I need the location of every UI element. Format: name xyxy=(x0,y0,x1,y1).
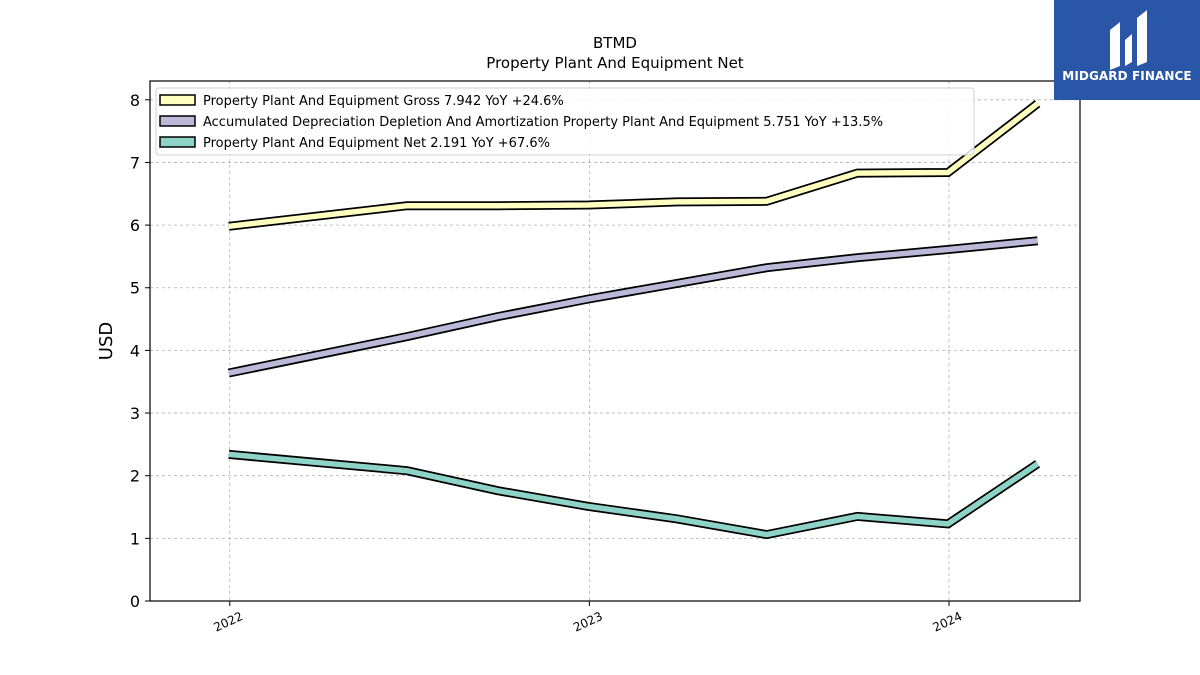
y-tick-label: 5 xyxy=(130,279,140,298)
legend-swatch xyxy=(159,94,196,106)
legend-entry: Property Plant And Equipment Gross 7.942… xyxy=(203,94,564,109)
y-tick-label: 6 xyxy=(130,216,140,235)
y-tick-label: 1 xyxy=(130,529,140,548)
y-axis-label: USD xyxy=(96,322,117,360)
series-line-outline xyxy=(227,236,1039,378)
logo-mark-icon xyxy=(1110,10,1147,70)
midgard-finance-logo: MIDGARD FINANCE xyxy=(1054,0,1200,100)
y-tick-label: 7 xyxy=(130,153,140,172)
series-layer xyxy=(227,100,1041,540)
legend: Property Plant And Equipment Gross 7.942… xyxy=(155,87,975,156)
chart-title: BTMD xyxy=(593,34,637,52)
y-tick-label: 4 xyxy=(130,341,140,360)
chart-subtitle: Property Plant And Equipment Net xyxy=(486,54,743,72)
x-tick-label: 2024 xyxy=(931,609,965,635)
series-line xyxy=(228,101,1040,230)
x-axis: 2022 2023 2024 xyxy=(211,601,964,635)
y-tick-label: 0 xyxy=(130,592,140,611)
x-tick-label: 2023 xyxy=(571,609,605,635)
series-line xyxy=(228,451,1040,538)
plot-frame xyxy=(149,80,1081,602)
legend-swatch xyxy=(159,136,196,148)
logo-text: MIDGARD FINANCE xyxy=(1062,69,1192,83)
y-tick-label: 2 xyxy=(130,467,140,486)
legend-box xyxy=(155,87,975,156)
legend-entry: Property Plant And Equipment Net 2.191 Y… xyxy=(203,136,550,151)
y-tick-label: 3 xyxy=(130,404,140,423)
y-tick-label: 8 xyxy=(130,91,140,110)
x-tick-label: 2022 xyxy=(211,609,245,635)
legend-swatch xyxy=(159,115,196,127)
series-line xyxy=(228,238,1038,376)
y-axis: 0 1 2 3 4 5 6 7 8 xyxy=(130,91,150,611)
legend-entry: Accumulated Depreciation Depletion And A… xyxy=(203,115,883,130)
